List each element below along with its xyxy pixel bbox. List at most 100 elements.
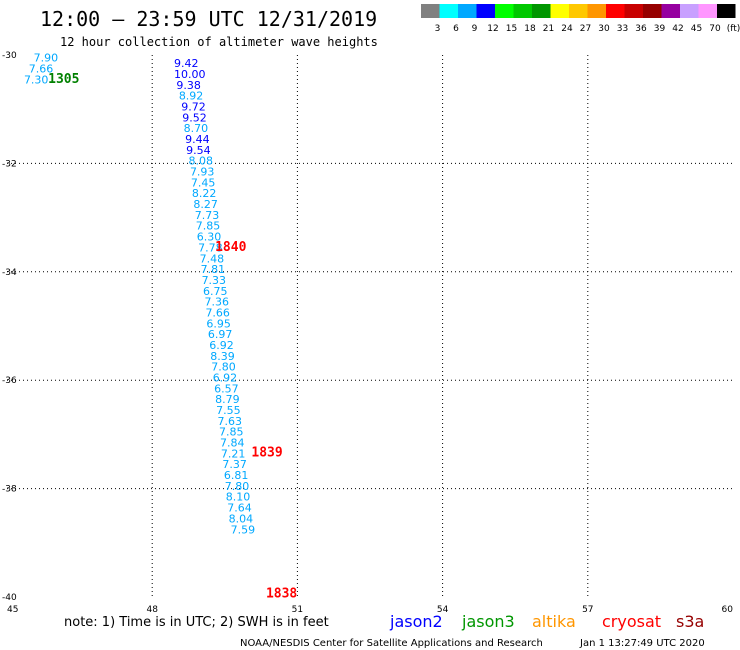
wave-height-legend: 3 6 9 12 15 18 21 24 27 30 33 36 39 42 45 70 (ft) [421,4,740,34]
track-time-labels: 1305 1840 1839 1838 [48,72,297,602]
wave-height-value: 8.79 [215,393,240,406]
wave-height-value: 6.95 [206,317,231,330]
wave-height-value: 7.33 [202,274,227,287]
legend-swatch [643,4,662,18]
legend-label: 21 [543,24,554,34]
wave-height-value: 7.48 [200,252,225,265]
x-tick-label: 51 [292,605,303,615]
wave-height-value: 7.78 [198,241,223,254]
x-tick-label: 48 [146,605,158,615]
legend-label: 39 [654,24,666,34]
wave-height-value: 7.84 [220,437,245,450]
wave-height-value: 8.92 [179,90,204,103]
wave-height-value: 9.44 [185,133,210,146]
wave-height-value: 7.45 [191,176,216,189]
y-tick-label: -30 [2,51,17,61]
wave-height-value: 7.59 [231,523,256,536]
legend-label: (ft) [727,24,740,34]
map-grid [7,55,733,597]
legend-swatch [606,4,625,18]
wave-height-value: 8.70 [184,122,209,135]
wave-height-value: 7.63 [218,415,243,428]
wave-height-value: 7.73 [195,209,220,222]
legend-label: 42 [672,24,683,34]
wave-height-value: 7.30 [24,73,49,86]
legend-label: 6 [453,24,459,34]
y-tick-label: -38 [2,485,17,495]
track-time-label: 1839 [251,446,282,461]
legend-label: 30 [598,24,610,34]
x-tick-label: 54 [437,605,449,615]
legend-swatch [698,4,717,18]
footer-timestamp: Jan 1 13:27:49 UTC 2020 [579,638,705,649]
wave-height-value: 7.36 [204,296,229,309]
satellite-name: jason3 [461,612,515,631]
legend-label: 9 [472,24,478,34]
legend-swatch [680,4,699,18]
x-tick-label: 57 [582,605,593,615]
wave-height-labels: 7.907.667.309.4210.009.388.929.729.528.7… [24,52,255,537]
legend-swatch [439,4,458,18]
wave-height-value: 9.38 [176,79,201,92]
legend-swatch [476,4,495,18]
wave-height-value: 8.22 [192,187,217,200]
legend-swatch [532,4,551,18]
wave-height-value: 6.97 [208,328,233,341]
footer-credit: NOAA/NESDIS Center for Satellite Applica… [240,638,543,649]
wave-height-value: 7.55 [216,404,241,417]
wave-height-value: 8.04 [229,512,254,525]
wave-height-value: 6.81 [224,469,249,482]
wave-height-value: 7.90 [34,52,59,65]
wave-height-value: 7.80 [211,361,236,374]
wave-height-value: 8.10 [226,491,251,504]
legend-swatch [624,4,643,18]
y-tick-label: -40 [2,593,17,603]
wave-height-value: 8.27 [193,198,218,211]
track-time-label: 1838 [266,587,297,602]
legend-label: 12 [487,24,498,34]
wave-height-value: 7.21 [221,447,246,460]
track-time-label: 1305 [48,72,79,87]
satellite-name: cryosat [602,612,661,631]
wave-height-value: 6.75 [203,285,228,298]
wave-height-value: 7.66 [205,306,230,319]
wave-height-value: 6.92 [209,339,234,352]
wave-height-value: 7.66 [29,63,53,76]
wave-height-value: 8.08 [189,155,214,168]
wave-height-value: 6.57 [214,382,239,395]
legend-swatch [421,4,440,18]
y-tick-label: -32 [2,159,17,169]
wave-height-value: 7.64 [227,502,252,515]
legend-swatch [550,4,569,18]
wave-height-value: 9.42 [174,57,199,70]
footer-note: note: 1) Time is in UTC; 2) SWH is in fe… [64,615,329,630]
wave-height-value: 9.54 [186,144,211,157]
legend-label: 45 [691,24,702,34]
legend-label: 18 [524,24,536,34]
y-tick-label: -34 [2,268,17,278]
legend-swatch [495,4,514,18]
x-tick-label: 60 [722,605,734,615]
page-title: 12:00 – 23:59 UTC 12/31/2019 [40,7,377,31]
legend-label: 70 [709,24,721,34]
wave-height-value: 7.37 [222,458,247,471]
legend-label: 24 [561,24,573,34]
satellite-name: s3a [676,612,704,631]
legend-label: 36 [635,24,647,34]
legend-swatch [587,4,606,18]
satellite-name: altika [532,612,576,631]
axis-ticks: 45 48 51 54 57 60 -30 -32 -34 -36 -38 -40 [2,51,733,615]
page-subtitle: 12 hour collection of altimeter wave hei… [60,35,378,49]
wave-height-value: 7.85 [196,220,221,233]
wave-height-value: 7.80 [225,480,250,493]
x-tick-label: 45 [7,605,18,615]
wave-height-value: 10.00 [174,68,206,81]
wave-height-value: 6.30 [197,231,222,244]
legend-swatch [661,4,680,18]
track-time-label: 1840 [215,240,246,255]
legend-swatch [717,4,736,18]
legend-swatch [513,4,532,18]
wave-height-value: 7.93 [190,166,215,179]
wave-height-value: 9.72 [181,100,206,113]
